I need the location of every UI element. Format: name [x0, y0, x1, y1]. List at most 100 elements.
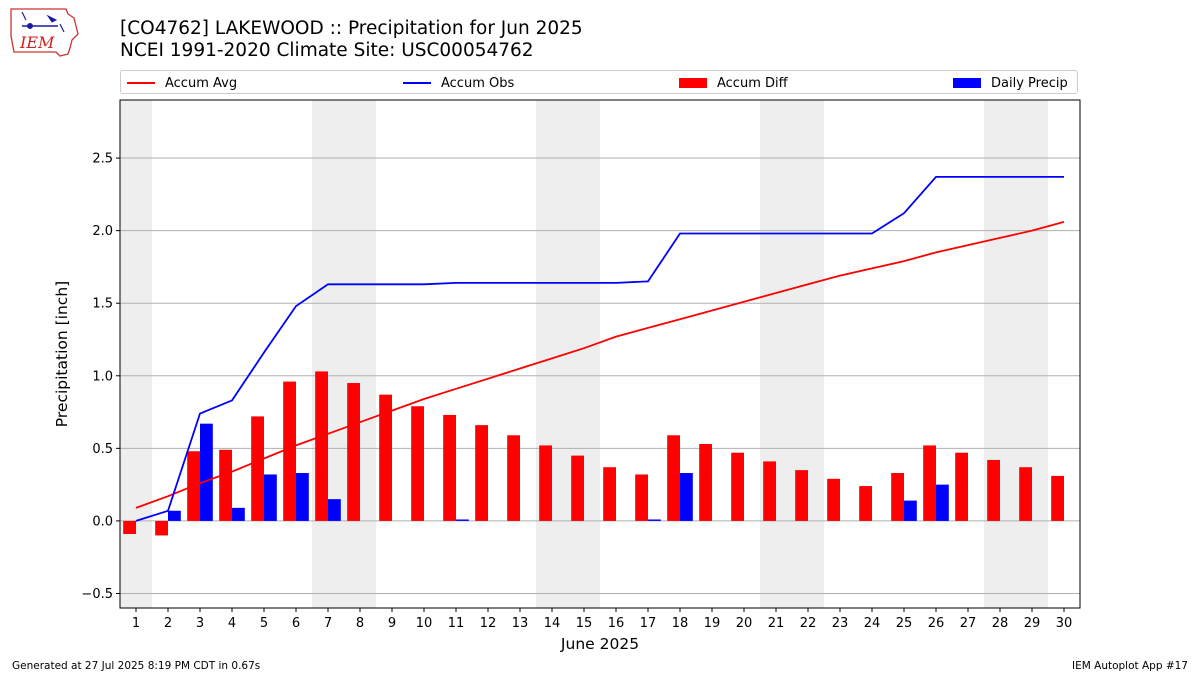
- accum-diff-bar: [379, 394, 392, 521]
- daily-precip-bar: [296, 473, 309, 521]
- daily-precip-bar: [904, 500, 917, 521]
- legend-label: Daily Precip: [991, 75, 1068, 91]
- x-tick-label: 22: [800, 616, 817, 631]
- y-tick-label: 0.0: [92, 514, 113, 529]
- x-tick-label: 25: [896, 616, 913, 631]
- legend-label: Accum Avg: [165, 75, 238, 91]
- x-tick-label: 24: [864, 616, 881, 631]
- x-tick-label: 5: [260, 616, 268, 631]
- x-tick-label: 2: [164, 616, 172, 631]
- y-tick-label: 1.5: [92, 297, 113, 312]
- accum-diff-bar: [667, 435, 680, 521]
- accum-diff-bar: [891, 473, 904, 521]
- y-tick-label: −0.5: [81, 587, 113, 602]
- accum-diff-bar: [635, 474, 648, 521]
- x-tick-label: 29: [1024, 616, 1041, 631]
- accum-diff-bar: [1019, 467, 1032, 521]
- accum-diff-bar: [763, 461, 776, 521]
- accum-diff-bar: [283, 381, 296, 521]
- chart-legend: Accum Avg Accum Obs Accum Diff Daily Precip: [120, 70, 1078, 94]
- accum-diff-bar: [539, 445, 552, 521]
- x-tick-label: 12: [480, 616, 497, 631]
- accum-diff-bar: [955, 452, 968, 521]
- legend-item-accum-obs: Accum Obs: [403, 74, 514, 92]
- accum-avg-line: [135, 221, 1065, 509]
- x-tick-label: 28: [992, 616, 1009, 631]
- y-tick-label: 2.5: [92, 152, 113, 167]
- daily-precip-bar: [200, 423, 213, 521]
- x-tick-label: 20: [736, 616, 753, 631]
- accum-diff-bar: [699, 443, 712, 521]
- accum-diff-bar: [155, 520, 168, 536]
- accum-diff-bar: [187, 451, 200, 521]
- x-tick-label: 17: [640, 616, 657, 631]
- accum-diff-bar: [731, 452, 744, 521]
- x-tick-label: 30: [1056, 616, 1073, 631]
- x-tick-label: 10: [416, 616, 433, 631]
- y-tick-label: 2.0: [92, 224, 113, 239]
- y-tick-label: 1.0: [92, 369, 113, 384]
- weekend-band: [984, 100, 1048, 608]
- accum-diff-bar: [795, 470, 808, 521]
- x-tick-label: 11: [448, 616, 465, 631]
- x-tick-label: 27: [960, 616, 977, 631]
- daily-precip-bar: [168, 510, 181, 521]
- iem-logo: IEM: [10, 8, 79, 57]
- weekend-band: [536, 100, 600, 608]
- accum-diff-bar: [987, 459, 1000, 521]
- daily-precip-bar: [264, 474, 277, 521]
- weekend-band: [312, 100, 376, 608]
- app-credit: IEM Autoplot App #17: [1072, 660, 1188, 672]
- daily-precip-bar: [232, 507, 245, 521]
- accum-diff-bar: [571, 455, 584, 521]
- daily-precip-bar: [680, 473, 693, 521]
- x-tick-label: 18: [672, 616, 689, 631]
- x-tick-label: 7: [324, 616, 332, 631]
- daily-precip-bar: [936, 484, 949, 521]
- legend-swatch: [127, 82, 155, 84]
- x-tick-label: 23: [832, 616, 849, 631]
- daily-precip-bar: [328, 499, 341, 521]
- accum-diff-bar: [603, 467, 616, 521]
- accum-obs-line: [135, 175, 1064, 522]
- plot-frame: [119, 99, 1081, 609]
- legend-swatch: [403, 82, 431, 84]
- x-tick-label: 26: [928, 616, 945, 631]
- legend-label: Accum Obs: [441, 75, 515, 91]
- x-tick-label: 16: [608, 616, 625, 631]
- legend-item-accum-avg: Accum Avg: [127, 74, 237, 92]
- accum-diff-bar: [219, 449, 232, 521]
- daily-precip-bar: [456, 519, 469, 521]
- weekend-band: [120, 100, 152, 608]
- accum-diff-bar: [827, 478, 840, 521]
- x-axis-label: June 2025: [560, 635, 639, 653]
- weekend-band: [760, 100, 824, 608]
- x-tick-label: 8: [356, 616, 364, 631]
- accum-diff-bar: [923, 445, 936, 521]
- accum-diff-bar: [123, 520, 136, 534]
- legend-item-accum-diff: Accum Diff: [679, 74, 788, 92]
- x-tick-label: 1: [132, 616, 140, 631]
- legend-swatch: [679, 78, 707, 88]
- accum-diff-bar: [475, 425, 488, 521]
- weather-symbols-icon: [21, 11, 65, 33]
- y-tick-label: 0.5: [92, 442, 113, 457]
- accum-diff-bar: [251, 416, 264, 521]
- x-tick-label: 3: [196, 616, 204, 631]
- accum-diff-bar: [507, 435, 520, 521]
- accum-diff-bar: [347, 383, 360, 521]
- x-tick-label: 4: [228, 616, 236, 631]
- x-tick-label: 13: [512, 616, 529, 631]
- x-tick-label: 9: [388, 616, 396, 631]
- x-tick-label: 6: [292, 616, 300, 631]
- accum-diff-bar: [411, 406, 424, 521]
- legend-item-daily-precip: Daily Precip: [953, 74, 1068, 92]
- x-tick-label: 21: [768, 616, 785, 631]
- daily-precip-bar: [648, 519, 661, 521]
- chart-title: [CO4762] LAKEWOOD :: Precipitation for J…: [120, 18, 583, 39]
- logo-text: IEM: [19, 33, 55, 52]
- x-tick-label: 19: [704, 616, 721, 631]
- x-tick-label: 14: [544, 616, 561, 631]
- generated-timestamp: Generated at 27 Jul 2025 8:19 PM CDT in …: [12, 660, 261, 672]
